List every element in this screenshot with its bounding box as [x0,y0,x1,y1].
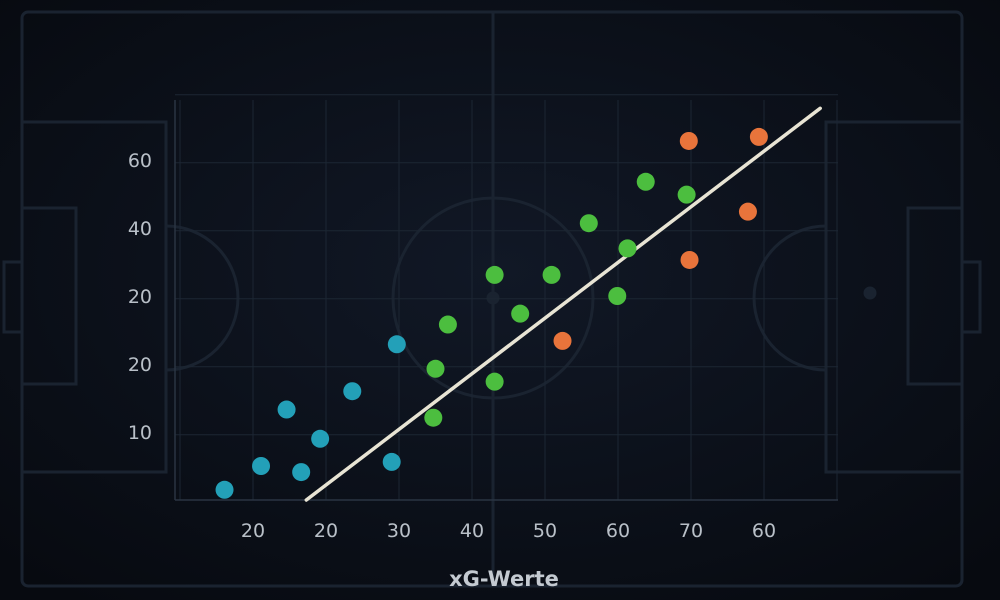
pitch-left-goal [2,260,24,334]
pitch-left-arc [165,224,240,372]
data-point [424,408,443,427]
data-point [485,372,504,391]
y-tick-labels: 10 20 20 40 60 [128,150,152,444]
pitch-background [2,10,982,588]
data-point [542,265,561,284]
x-tick-label: 40 [460,520,484,542]
x-tick-label: 50 [533,520,557,542]
data-point [387,335,406,354]
pitch-right-arc [752,224,827,372]
x-tick-label: 20 [241,520,265,542]
y-tick-label: 40 [128,218,152,240]
data-point [215,480,234,499]
data-point [511,304,530,323]
x-tick-labels: 20 20 30 40 50 60 70 60 [241,520,776,542]
data-point [292,463,311,482]
data-point [608,287,627,305]
x-tick-label: 60 [752,520,776,542]
data-points [215,127,768,499]
data-point [677,185,696,204]
data-point [680,250,699,269]
y-tick-label: 10 [128,422,152,444]
data-point [311,429,330,448]
data-point [636,172,655,191]
x-axis-label: xG-Werte [449,567,559,591]
x-tick-label: 60 [606,520,630,542]
trend-line [304,106,822,502]
data-point [618,239,637,258]
x-tick-label: 30 [387,520,411,542]
data-point [579,214,598,233]
data-point [485,265,504,284]
pitch-right-penalty-spot [863,286,877,300]
y-tick-label: 60 [128,150,152,172]
data-point [426,359,445,378]
y-tick-label: 20 [128,354,152,376]
data-point [553,331,572,350]
data-point [679,131,698,150]
y-tick-label: 20 [128,286,152,308]
pitch-center-circle [391,196,595,400]
data-point [738,202,757,221]
x-tick-label: 20 [314,520,338,542]
data-point [382,452,401,471]
data-point [252,457,271,475]
grid [175,94,838,500]
axes [174,100,838,501]
data-point [277,400,296,419]
pitch-right-goal [960,260,982,334]
data-point [438,315,457,334]
data-point [749,127,768,146]
data-point [343,382,362,401]
pitch-center-spot [486,291,500,305]
x-tick-label: 70 [679,520,703,542]
